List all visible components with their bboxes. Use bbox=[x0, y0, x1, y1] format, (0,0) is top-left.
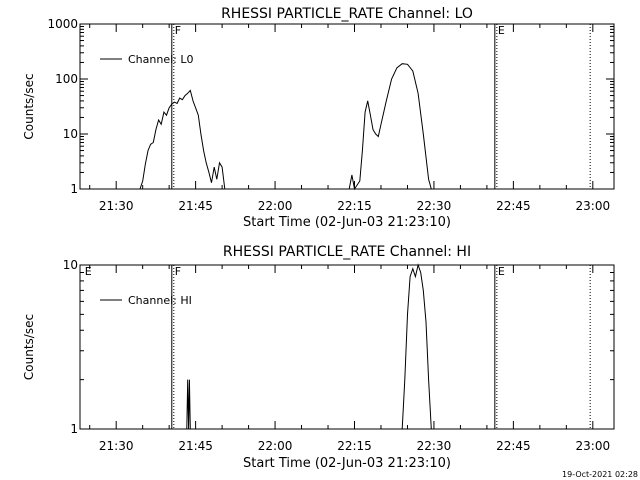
y-axis-label: Counts/sec bbox=[22, 73, 36, 139]
x-tick-label: 22:00 bbox=[258, 439, 293, 453]
y-tick-label: 10 bbox=[63, 127, 78, 141]
x-axis-label: Start Time (02-Jun-03 21:23:10) bbox=[243, 215, 451, 230]
event-marker-label: F bbox=[175, 24, 181, 37]
event-marker-label: E bbox=[498, 265, 505, 278]
plot-frame bbox=[79, 264, 615, 430]
event-marker-label: E bbox=[85, 265, 92, 278]
event-marker-label: F bbox=[175, 265, 181, 278]
event-marker-label: E bbox=[498, 24, 505, 37]
x-tick-label: 23:00 bbox=[576, 439, 611, 453]
chart-title: RHESSI PARTICLE_RATE Channel: HI bbox=[223, 244, 471, 260]
x-tick-label: 21:45 bbox=[178, 199, 213, 213]
legend-label: Channel: L0 bbox=[128, 53, 194, 66]
series-line bbox=[139, 89, 226, 190]
lo-channel-panel: RHESSI PARTICLE_RATE Channel: LO Start Ti… bbox=[22, 6, 615, 230]
x-tick-label: 22:45 bbox=[496, 439, 531, 453]
series-line bbox=[348, 63, 432, 191]
legend-label: Channel: HI bbox=[128, 294, 192, 307]
y-tick-label: 1 bbox=[70, 422, 78, 436]
series-line bbox=[186, 379, 191, 430]
x-tick-label: 21:30 bbox=[99, 439, 134, 453]
plot-frame bbox=[79, 23, 615, 190]
x-axis-label: Start Time (02-Jun-03 21:23:10) bbox=[243, 456, 451, 471]
y-tick-label: 10 bbox=[63, 258, 78, 272]
x-tick-label: 22:15 bbox=[337, 199, 372, 213]
timestamp: 19-Oct-2021 02:28 bbox=[562, 470, 638, 479]
x-tick-label: 22:30 bbox=[417, 199, 452, 213]
x-tick-label: 21:45 bbox=[178, 439, 213, 453]
x-tick-label: 22:45 bbox=[496, 199, 531, 213]
x-tick-label: 22:00 bbox=[258, 199, 293, 213]
x-tick-label: 23:00 bbox=[576, 199, 611, 213]
x-tick-label: 22:30 bbox=[417, 439, 452, 453]
y-tick-label: 1 bbox=[70, 182, 78, 196]
y-tick-label: 100 bbox=[55, 72, 78, 86]
y-axis-label: Counts/sec bbox=[22, 314, 36, 380]
series-line bbox=[401, 263, 432, 430]
y-tick-label: 1000 bbox=[47, 17, 78, 31]
hi-channel-panel: RHESSI PARTICLE_RATE Channel: HI Start Ti… bbox=[22, 244, 615, 471]
x-tick-label: 21:30 bbox=[99, 199, 134, 213]
x-tick-label: 22:15 bbox=[337, 439, 372, 453]
chart-title: RHESSI PARTICLE_RATE Channel: LO bbox=[221, 6, 473, 22]
